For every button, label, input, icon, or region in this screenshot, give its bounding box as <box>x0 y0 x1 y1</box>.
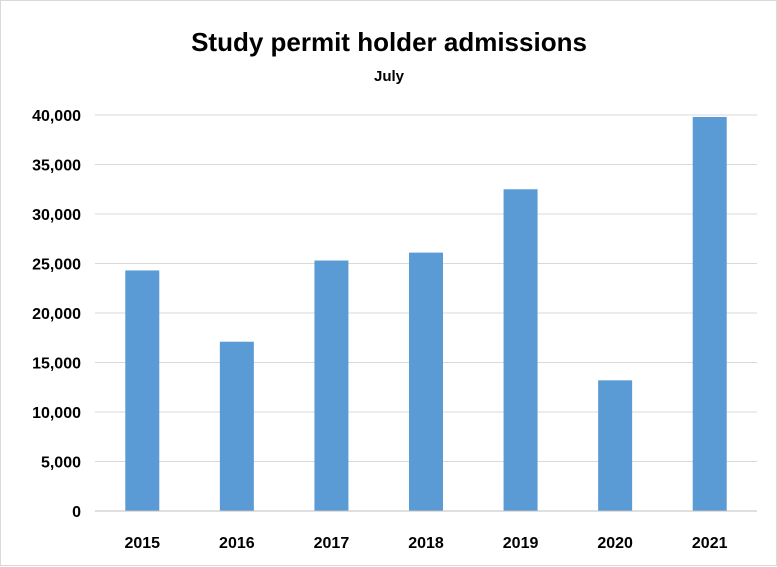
chart-title: Study permit holder admissions <box>191 27 587 57</box>
y-tick-label: 15,000 <box>32 356 81 373</box>
bar-2016 <box>219 341 254 511</box>
x-tick-labels: 2015 2016 2017 2018 2019 2020 2021 <box>124 535 727 552</box>
y-tick-label: 25,000 <box>32 257 81 274</box>
x-tick-label: 2015 <box>124 535 160 552</box>
y-tick-label: 5,000 <box>41 455 81 472</box>
x-tick-label: 2018 <box>408 535 444 552</box>
y-tick-label: 30,000 <box>32 207 81 224</box>
x-tick-label: 2021 <box>692 535 728 552</box>
y-tick-label: 35,000 <box>32 158 81 175</box>
y-tick-labels: 0 5,000 10,000 15,000 20,000 25,000 30,000 35,0… <box>32 108 81 521</box>
bar-2021 <box>692 116 727 511</box>
x-tick-label: 2017 <box>314 535 350 552</box>
chart-subtitle: July <box>374 68 405 85</box>
x-tick-label: 2016 <box>219 535 255 552</box>
bars <box>125 116 727 512</box>
y-tick-label: 10,000 <box>32 405 81 422</box>
bar-2015 <box>125 270 160 511</box>
y-tick-label: 0 <box>72 504 81 521</box>
bar-2017 <box>314 260 349 511</box>
bar-2019 <box>503 189 538 511</box>
bar-2018 <box>409 252 443 512</box>
x-tick-label: 2019 <box>503 535 539 552</box>
bar-2020 <box>598 380 633 511</box>
y-tick-label: 20,000 <box>32 306 81 323</box>
x-tick-label: 2020 <box>597 535 633 552</box>
y-tick-label: 40,000 <box>32 108 81 125</box>
